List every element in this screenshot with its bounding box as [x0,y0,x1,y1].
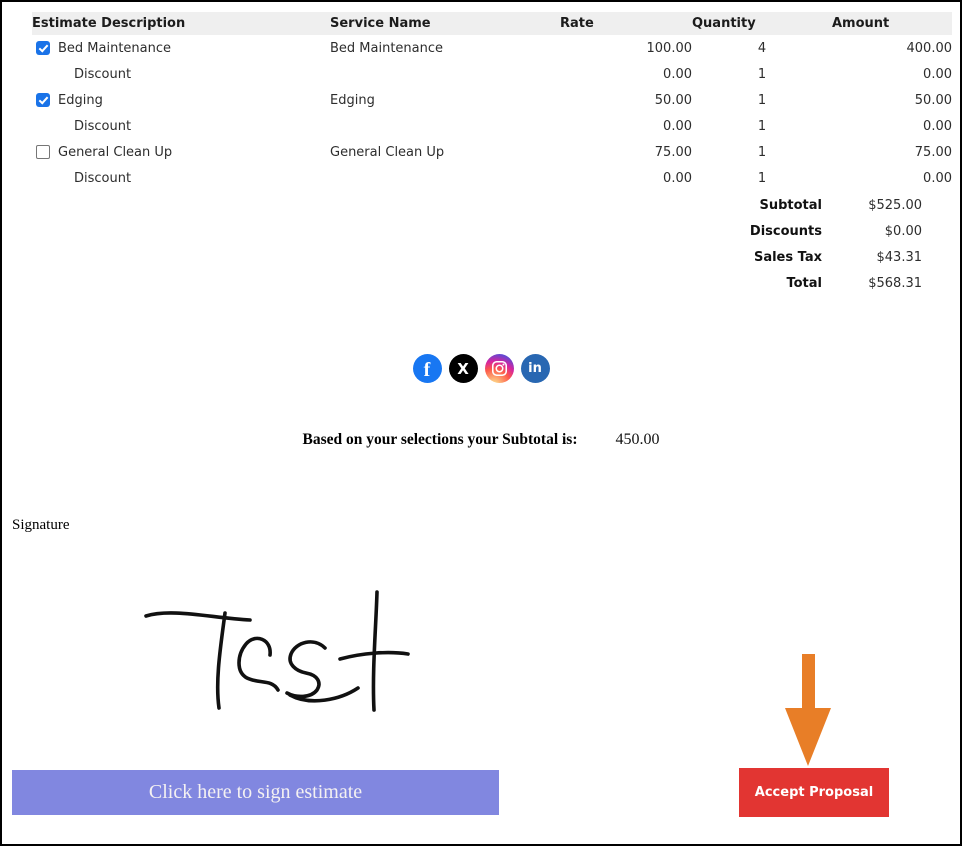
discount-label: Discount [74,170,132,186]
service-description: Bed Maintenance [58,40,172,56]
subtotal-label: Subtotal [759,197,822,213]
discounts-value: $0.00 [884,223,922,239]
sales-tax-label: Sales Tax [753,249,822,265]
linkedin-icon[interactable]: in [520,354,550,383]
discount-quantity: 1 [757,66,767,82]
linkedin-glyph: in [528,361,542,376]
discount-rate: 0.00 [663,66,692,82]
service-name: Edging [330,92,375,108]
selection-subtotal-label: Based on your selections your Subtotal i… [302,431,578,448]
header-quantity: Quantity [692,12,832,35]
subtotal-row: Subtotal $525.00 [32,192,922,218]
table-row-discount: Discount 0.00 1 0.00 [32,165,952,191]
table-row: Edging Edging 50.00 1 50.00 [32,87,952,113]
service-name: Bed Maintenance [330,40,444,56]
subtotal-value: $525.00 [868,197,922,213]
discount-label: Discount [74,118,132,134]
discount-amount: 0.00 [923,170,952,186]
signature-label: Signature [12,517,70,533]
service-rate: 75.00 [654,144,692,160]
discounts-label: Discounts [749,223,822,239]
table-row-discount: Discount 0.00 1 0.00 [32,113,952,139]
social-links: f X in [2,354,960,383]
service-description: Edging [58,92,103,108]
service-checkbox[interactable] [36,145,50,159]
down-arrow-icon [785,654,831,766]
service-name [330,61,560,87]
total-value: $568.31 [868,275,922,291]
facebook-glyph: f [423,359,431,381]
service-quantity: 1 [757,92,767,108]
discount-quantity: 1 [757,118,767,134]
instagram-icon[interactable] [484,354,514,383]
service-rate: 50.00 [654,92,692,108]
service-description: General Clean Up [58,144,173,160]
table-row: Bed Maintenance Bed Maintenance 100.00 4… [32,35,952,61]
discount-rate: 0.00 [663,118,692,134]
estimate-table: Estimate Description Service Name Rate Q… [32,12,952,191]
service-quantity: 1 [757,144,767,160]
header-estimate-description: Estimate Description [32,12,330,35]
sign-estimate-button[interactable]: Click here to sign estimate [12,770,499,815]
totals-section: Subtotal $525.00 Discounts $0.00 Sales T… [32,192,922,296]
table-header-row: Estimate Description Service Name Rate Q… [32,12,952,35]
selection-subtotal-note: Based on your selections your Subtotal i… [2,430,960,449]
table-row-discount: Discount 0.00 1 0.00 [32,61,952,87]
discount-label: Discount [74,66,132,82]
service-checkbox[interactable] [36,41,50,55]
sales-tax-row: Sales Tax $43.31 [32,244,922,270]
total-label: Total [786,275,822,291]
header-rate: Rate [560,12,692,35]
table-row: General Clean Up General Clean Up 75.00 … [32,139,952,165]
signature-pad[interactable] [130,582,430,722]
service-amount: 50.00 [914,92,952,108]
facebook-icon[interactable]: f [412,354,442,383]
header-amount: Amount [832,12,952,35]
camera-icon [491,360,507,377]
discount-amount: 0.00 [923,66,952,82]
sales-tax-value: $43.31 [876,249,923,265]
discount-rate: 0.00 [663,170,692,186]
service-name [330,113,560,139]
service-amount: 400.00 [906,40,953,56]
service-checkbox[interactable] [36,93,50,107]
service-name: General Clean Up [330,144,445,160]
x-twitter-icon[interactable]: X [448,354,478,383]
header-service-name: Service Name [330,12,560,35]
service-amount: 75.00 [914,144,952,160]
service-quantity: 4 [757,40,767,56]
discount-amount: 0.00 [923,118,952,134]
discounts-row: Discounts $0.00 [32,218,922,244]
total-row: Total $568.31 [32,270,922,296]
accept-proposal-button[interactable]: Accept Proposal [739,768,889,817]
service-name [330,165,560,191]
service-rate: 100.00 [646,40,693,56]
x-glyph: X [457,359,469,378]
selection-subtotal-value: 450.00 [615,431,660,448]
discount-quantity: 1 [757,170,767,186]
